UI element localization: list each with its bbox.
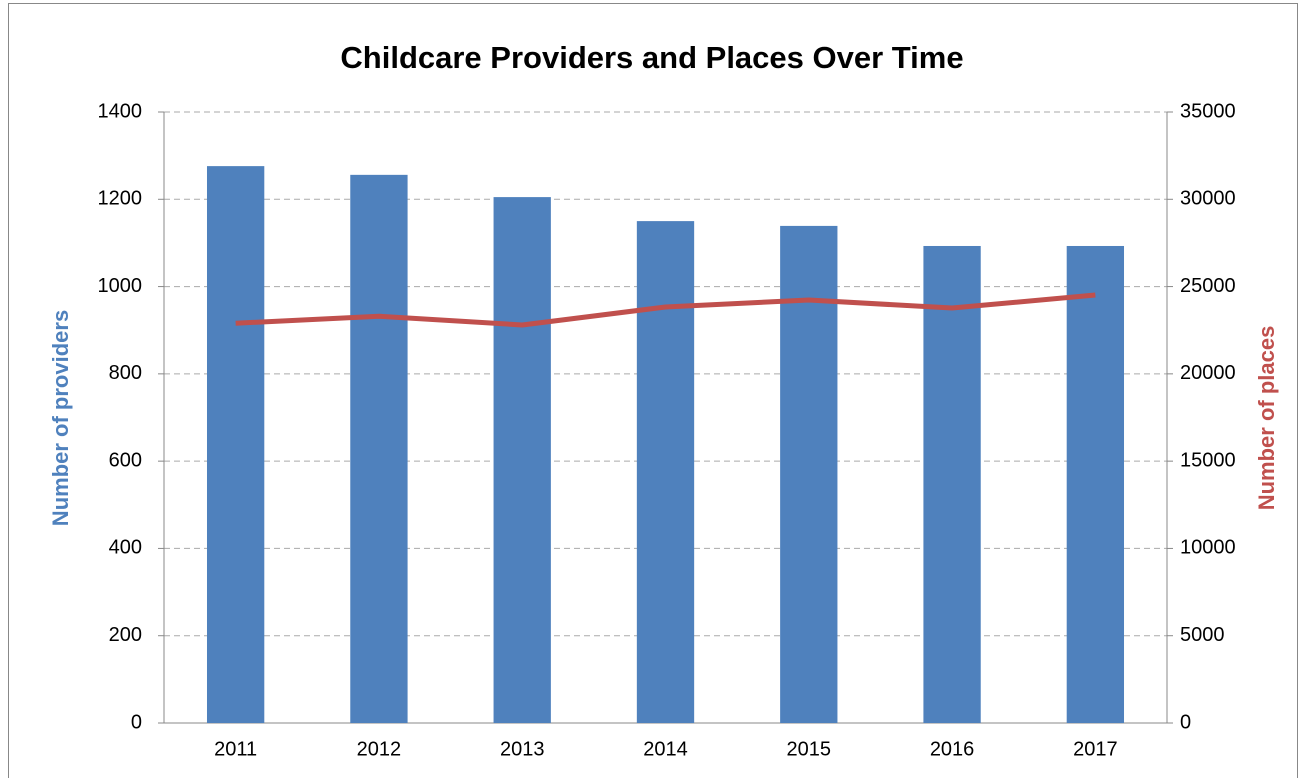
x-tick-label: 2014	[643, 738, 688, 760]
y2-tick-label: 5000	[1180, 624, 1225, 646]
y-tick-label: 0	[131, 711, 142, 733]
y-tick-label: 1200	[98, 188, 143, 210]
y2-tick-label: 10000	[1180, 537, 1236, 559]
bar	[1066, 245, 1125, 723]
y2-tick-label: 35000	[1180, 100, 1236, 122]
x-tick-label: 2016	[930, 738, 975, 760]
bar	[206, 166, 265, 724]
bar	[780, 225, 838, 724]
y2-tick-label: 30000	[1180, 188, 1236, 210]
x-tick-label: 2012	[357, 738, 402, 760]
y-tick-label: 1000	[98, 275, 143, 297]
y-axis-label: Number of providers	[48, 310, 73, 526]
bar	[493, 197, 551, 723]
line	[235, 292, 1096, 328]
y2-tick-label: 20000	[1180, 362, 1236, 384]
chart-frame	[8, 3, 1298, 778]
y2-tick-label: 0	[1180, 711, 1191, 733]
y-tick-label: 200	[109, 624, 142, 646]
x-tick-label: 2011	[214, 738, 257, 760]
x-tick-label: 2015	[787, 738, 832, 760]
y-tick-label: 600	[109, 449, 142, 471]
x-tick-label: 2013	[500, 738, 545, 760]
bar	[923, 245, 981, 723]
y2-axis-label: Number of places	[1254, 326, 1279, 511]
y2-tick-label: 25000	[1180, 275, 1236, 297]
y2-tick-label: 15000	[1180, 449, 1236, 471]
x-tick-label: 2017	[1073, 738, 1118, 760]
y-tick-label: 1400	[98, 100, 143, 122]
y-tick-label: 800	[109, 362, 142, 384]
y-tick-label: 400	[109, 537, 142, 559]
bar	[350, 174, 408, 724]
chart-title: Childcare Providers and Places Over Time	[340, 40, 963, 75]
bar	[636, 221, 695, 723]
